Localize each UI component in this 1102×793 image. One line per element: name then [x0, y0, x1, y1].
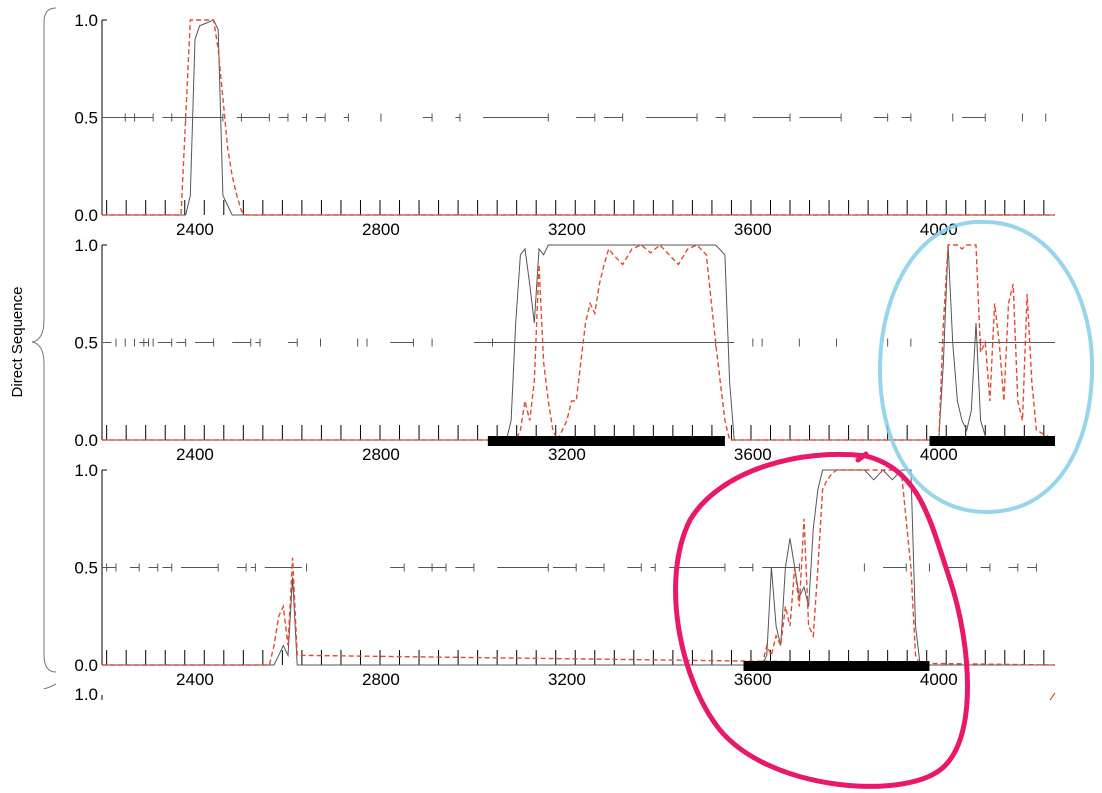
x-tick-label: 2800	[362, 670, 400, 689]
region-bar	[929, 436, 1055, 446]
x-tick-label: 4000	[920, 445, 958, 464]
x-tick-label: 2800	[362, 445, 400, 464]
x-tick-label: 3200	[548, 220, 586, 239]
series-line-2	[102, 557, 1056, 666]
x-tick-label: 2400	[176, 220, 214, 239]
group-label: Direct Sequence	[9, 287, 26, 398]
y-tick-label: 1.0	[74, 236, 98, 255]
x-tick-label: 2800	[362, 220, 400, 239]
group-brace	[31, 7, 57, 689]
series-line-4	[761, 469, 921, 666]
region-bar	[743, 661, 930, 671]
chart-panel-1: 0.0 0.5 1.0 2400 2800 3200 3600 4000	[74, 11, 1055, 239]
y-tick-label: 0.0	[74, 431, 98, 450]
x-tick-label: 3600	[734, 445, 772, 464]
x-tick-label: 3600	[734, 670, 772, 689]
chart-panel-3: 0.0 0.5 1.0 2400 2800 3200 3600 4000	[74, 461, 1056, 689]
x-tick-label: 4000	[920, 220, 958, 239]
y-tick-label: 1.0	[74, 11, 98, 30]
x-tick-label: 2400	[176, 445, 214, 464]
x-tick-label: 4000	[920, 670, 958, 689]
y-tick-label: 0.5	[74, 109, 98, 128]
series-line-2	[102, 19, 1055, 216]
chart-panels: 0.0 0.5 1.0 2400 2800 3200 3600 4000 0.0 0.5 1.0 24…	[74, 11, 1056, 704]
region-bar	[487, 436, 725, 446]
y-tick-label: 0.0	[74, 656, 98, 675]
x-tick-label: 3600	[734, 220, 772, 239]
x-tick-label: 3200	[548, 445, 586, 464]
x-tick-label: 2400	[176, 670, 214, 689]
y-tick-label: 0.0	[74, 206, 98, 225]
blue-annotation-circle	[877, 219, 1095, 515]
series-line-2	[102, 244, 1056, 442]
chart-panel-4-partial: 1.0	[74, 685, 1056, 704]
x-tick-label: 3200	[548, 670, 586, 689]
series-line-1	[102, 244, 1055, 441]
series-line-1	[102, 577, 1055, 666]
series-line-1	[102, 19, 1055, 216]
series-line-3	[761, 469, 921, 666]
y-tick-label: 1.0	[74, 685, 98, 704]
y-tick-label: 0.5	[74, 334, 98, 353]
chart-panel-2: 0.0 0.5 1.0 2400 2800 3200 3600 4000	[74, 236, 1056, 464]
y-tick-label: 1.0	[74, 461, 98, 480]
pink-annotation-circle	[673, 451, 970, 789]
series-line-fragment	[1049, 692, 1056, 701]
y-tick-label: 0.5	[74, 559, 98, 578]
